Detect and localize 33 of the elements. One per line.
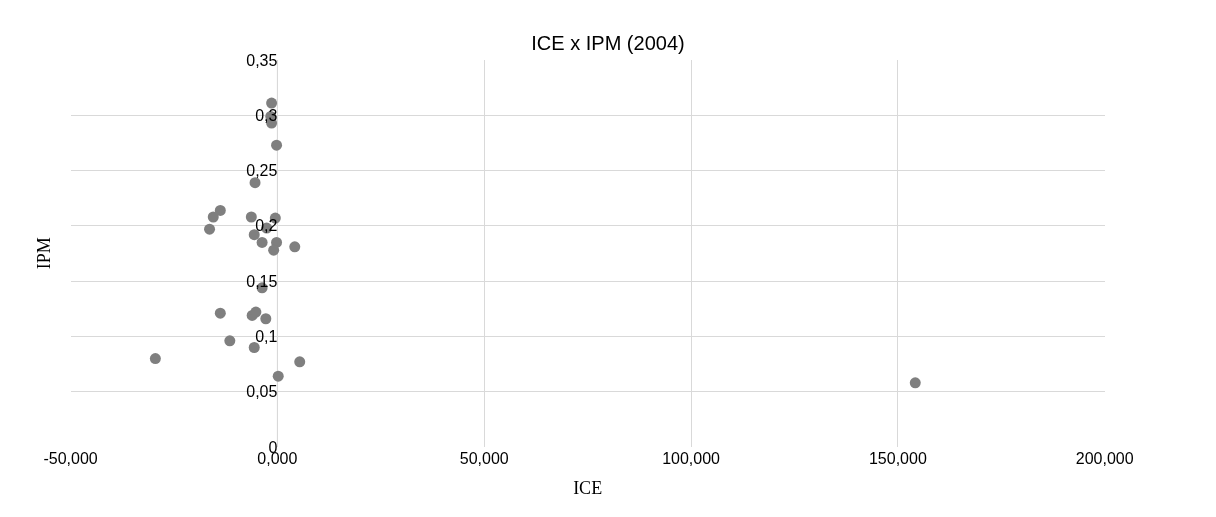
y-tick-label: 0,05: [246, 383, 278, 401]
point: [207, 211, 219, 223]
y-tick-label: 0,2: [255, 217, 278, 235]
point: [245, 211, 257, 223]
x-tick-label: 50,000: [459, 450, 509, 467]
point: [294, 356, 306, 368]
chart-title: ICE x IPM (2004): [531, 32, 685, 55]
point: [256, 236, 268, 248]
point: [214, 307, 226, 319]
point: [224, 335, 236, 347]
point: [249, 177, 261, 189]
y-tick-label: 0,3: [255, 106, 278, 124]
point: [271, 139, 283, 151]
y-tick-label: 0,35: [246, 51, 278, 69]
point: [250, 306, 262, 318]
point: [272, 370, 284, 382]
x-tick-label: 200,000: [1075, 450, 1134, 467]
point: [268, 244, 280, 256]
point: [204, 223, 216, 235]
point: [289, 241, 301, 253]
point: [266, 97, 278, 109]
point: [260, 313, 272, 325]
x-axis-title: ICE: [573, 478, 603, 499]
x-tick-label: -50,000: [43, 450, 98, 467]
point: [149, 353, 161, 365]
x-tick-label: 150,000: [868, 450, 927, 467]
point: [909, 377, 921, 389]
y-axis-title: IPM: [34, 237, 55, 270]
point: [214, 204, 226, 216]
x-tick-label: 100,000: [662, 450, 721, 467]
y-tick-label: 0,1: [255, 328, 278, 346]
y-tick-label: 0,15: [246, 272, 278, 290]
y-tick-label: 0,25: [246, 162, 278, 180]
